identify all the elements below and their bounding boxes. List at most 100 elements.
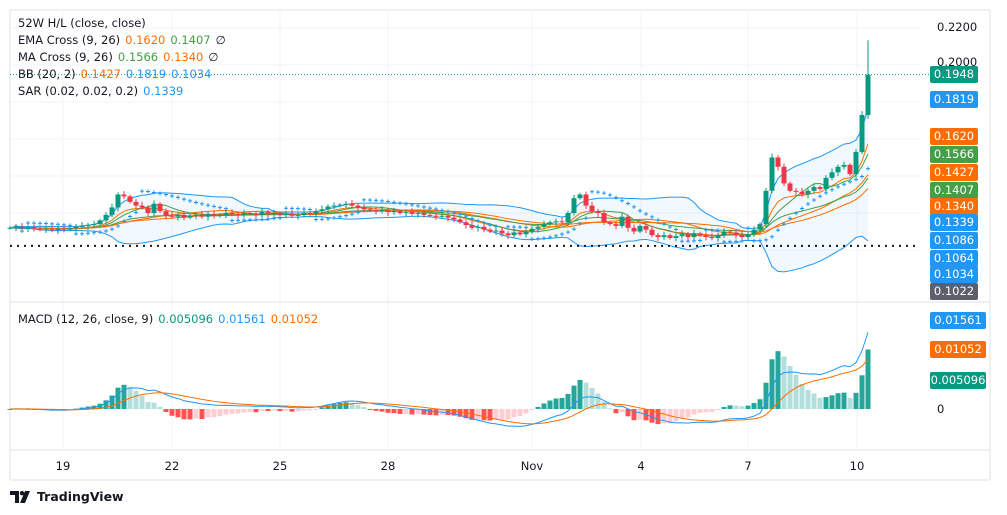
hidden-icon[interactable]: ∅ [215,33,226,47]
candle-body [745,234,751,238]
legend-sar[interactable]: SAR (0.02, 0.02, 0.2) 0.1339 [18,84,184,98]
macd-histogram-bar [751,403,757,409]
sar-point [590,189,594,194]
sar-point [440,208,444,213]
macd-line [9,332,869,427]
sar-point [644,212,648,217]
sar-point [242,218,246,223]
sar-point [614,195,618,200]
candle-body [385,210,391,213]
sar-point [338,214,342,219]
sar-point [680,239,684,244]
macd-histogram-bar [211,409,217,418]
macd-histogram-bar [169,409,175,416]
candle-body [313,211,319,214]
candle-body [205,213,211,217]
sar-point [194,200,198,205]
candle-body [613,224,619,226]
candle-body [817,187,823,189]
price-badge: 0.1620 [930,128,978,145]
price-badge: 0.1566 [930,146,978,163]
candle-body [37,228,43,230]
candle-body [343,203,349,205]
macd-histogram-bar [703,409,709,413]
sar-point [848,179,852,184]
sar-point [782,222,786,227]
candle-body [811,187,817,191]
sar-point [326,216,330,221]
macd-histogram-bar [265,409,271,412]
candle-body [841,164,847,167]
macd-histogram-bar [541,403,547,409]
sar-point [740,239,744,244]
tradingview-logo-icon [10,490,30,503]
sar-point [368,198,372,203]
candle-body [103,214,109,221]
legend-ema-cross[interactable]: EMA Cross (9, 26) 0.1620 0.1407 ∅ [18,33,226,47]
sar-point [98,230,102,235]
macd-histogram-bar [571,385,577,409]
sar-point [632,204,636,209]
macd-histogram-bar [547,400,553,409]
candle-body [445,215,451,218]
macd-badge: 0.01561 [930,312,986,329]
candle-body [727,231,733,233]
macd-histogram-bar [601,401,607,409]
candle-body [733,232,739,236]
sar-point [38,221,42,226]
macd-histogram-bar [829,395,835,409]
legend-bb[interactable]: BB (20, 2) 0.1427 0.1819 0.1034 [18,67,212,81]
sar-point [536,236,540,241]
candle-body [151,203,157,213]
macd-histogram-bar [331,403,337,409]
candle-body [127,196,133,202]
candle-body [709,237,715,239]
candle-body [7,227,13,229]
sar-point [788,216,792,221]
candle-body [667,235,673,238]
macd-histogram-bar [409,409,415,415]
hidden-icon[interactable]: ∅ [208,50,219,64]
candle-body [427,214,433,216]
macd-histogram-bar [799,383,805,409]
candle-body [337,204,343,206]
candle-body [577,194,583,199]
sar-point [620,198,624,203]
candle-body [229,213,235,214]
candle-body [67,228,73,230]
macd-histogram-bar [637,409,643,420]
macd-histogram-bar [229,409,235,414]
legend-ma-cross[interactable]: MA Cross (9, 26) 0.1566 0.1340 ∅ [18,50,219,64]
tradingview-logo[interactable]: TradingView [10,489,124,504]
macd-histogram-bar [103,400,109,409]
candle-body [85,225,91,227]
macd-histogram-bar [223,409,229,415]
time-tick: Nov [520,459,544,473]
sar-point [236,218,240,223]
sar-point [650,214,654,219]
legend-macd[interactable]: MACD (12, 26, close, 9) 0.005096 0.01561 0.… [18,312,319,326]
sar-point [140,189,144,194]
sar-point [434,207,438,212]
sar-point [464,214,468,219]
macd-histogram-bar [271,409,277,411]
macd-histogram-bar [817,397,823,409]
sar-point [92,230,96,235]
candle-body [559,221,565,223]
macd-histogram-bar [295,409,301,412]
macd-histogram-bar [685,409,691,418]
sar-point [458,212,462,217]
candle-body [799,191,805,195]
macd-histogram-bar [721,406,727,409]
sar-point [836,184,840,189]
candle-body [43,229,49,231]
sar-point [404,201,408,206]
macd-histogram-bar [163,409,169,413]
candle-body [547,222,553,225]
candle-body [31,227,37,229]
macd-histogram-bar [583,382,589,409]
candle-body [19,226,25,229]
macd-histogram-bar [277,409,283,412]
candle-body [829,172,835,178]
